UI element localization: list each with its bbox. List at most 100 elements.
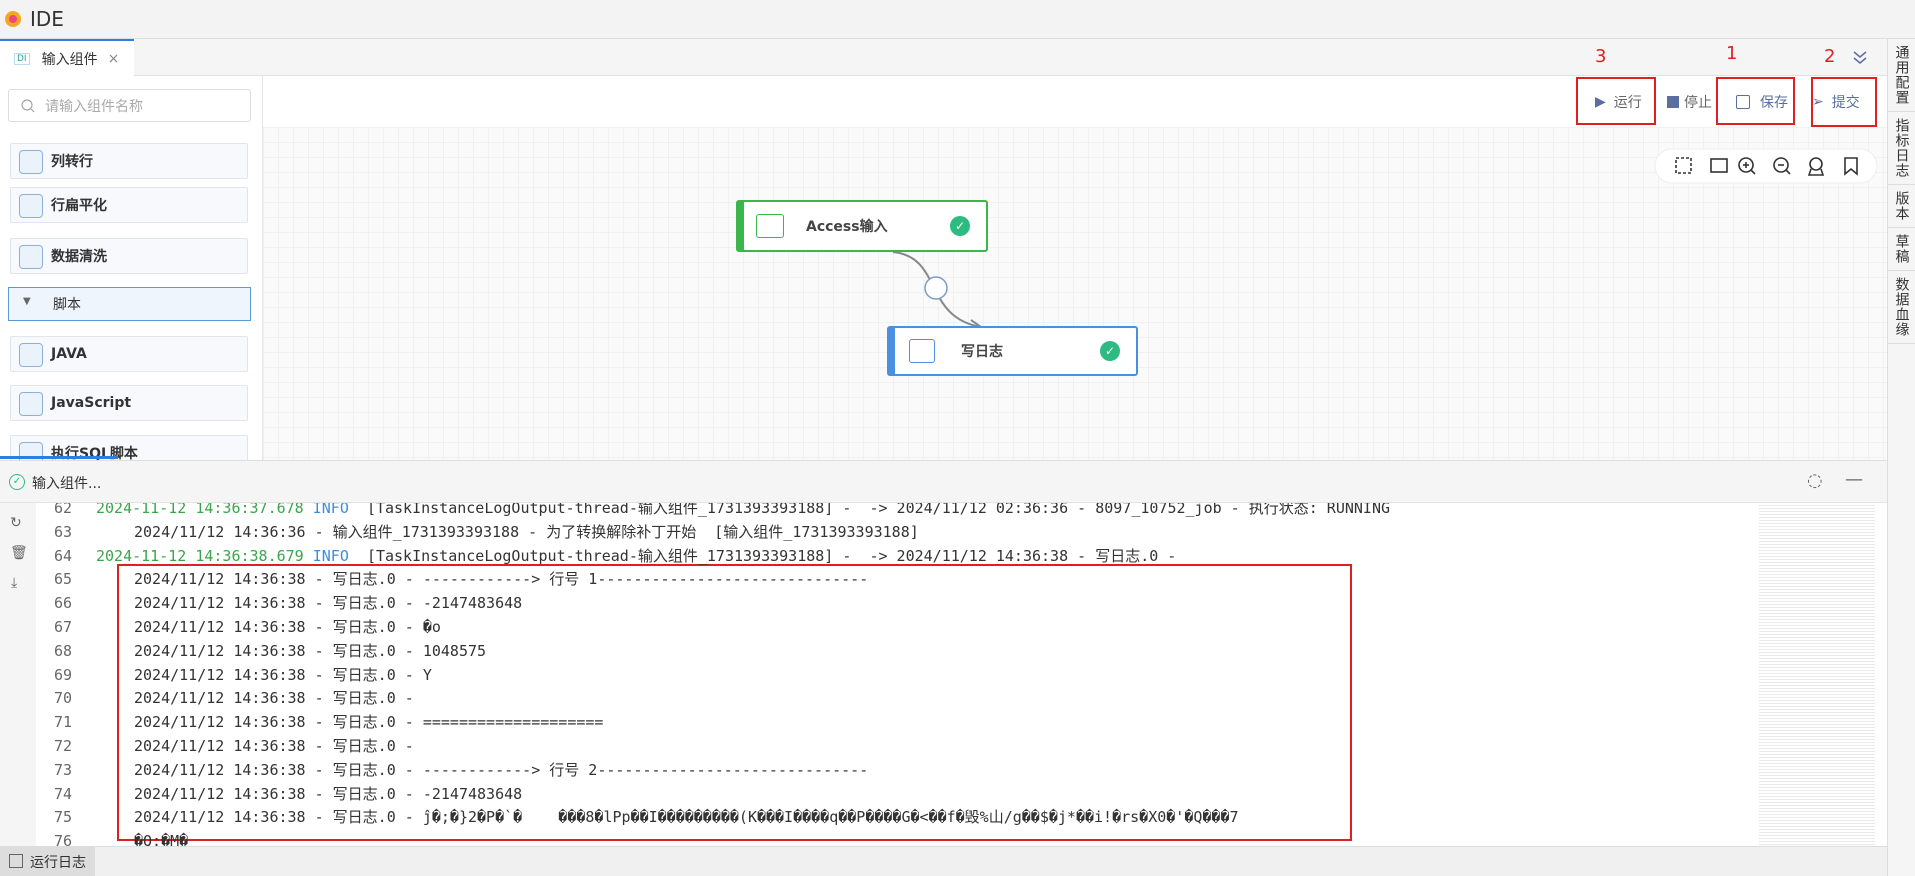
group-header[interactable]: ▼ 脚本 bbox=[8, 287, 251, 321]
title-bar: IDE bbox=[0, 0, 1915, 39]
component-item[interactable]: JavaScript bbox=[10, 385, 248, 421]
flow-node[interactable]: Access输入 ✓ bbox=[736, 200, 988, 252]
line-number: 68 bbox=[53, 641, 72, 660]
highlight-box bbox=[1576, 77, 1656, 125]
log-line: 2024-11-12 14:36:37.678 INFO [TaskInstan… bbox=[96, 503, 1390, 520]
annotation: 1 bbox=[1726, 43, 1738, 64]
minimize-button[interactable]: — bbox=[1845, 469, 1863, 490]
log-title: 输入组件... bbox=[32, 476, 102, 492]
component-item[interactable]: 列转行 bbox=[10, 143, 248, 179]
footer-tab[interactable]: 运行日志 bbox=[0, 847, 95, 876]
log-header: ✓ 输入组件... ◌ — bbox=[0, 460, 1887, 503]
item-label: JAVA bbox=[51, 346, 87, 362]
app-logo bbox=[5, 11, 21, 27]
log-line: 2024/11/12 14:36:38 - 写日志.0 - bbox=[134, 689, 414, 708]
log-text: [TaskInstanceLogOutput-thread-输入组件_17313… bbox=[366, 546, 1177, 565]
highlight-box bbox=[1811, 77, 1877, 127]
flow-canvas bbox=[263, 127, 1887, 460]
item-label: 数据清洗 bbox=[51, 249, 107, 265]
search-box[interactable]: 请输入组件名称 bbox=[8, 89, 251, 122]
group-label: 脚本 bbox=[53, 297, 81, 313]
item-label: 行扁平化 bbox=[51, 198, 107, 214]
side-tab[interactable]: 通用配置 bbox=[1888, 39, 1915, 112]
zoom-icons[interactable] bbox=[1675, 157, 1858, 176]
log-status: ✓ bbox=[9, 474, 25, 490]
edge-handle[interactable] bbox=[924, 276, 948, 300]
item-label: 列转行 bbox=[51, 154, 93, 170]
search-placeholder: 请输入组件名称 bbox=[45, 98, 143, 115]
line-number: 62 bbox=[53, 503, 72, 517]
reload-icon[interactable]: ↻ bbox=[10, 515, 22, 531]
tab-bar: DI 输入组件 × bbox=[0, 39, 1887, 76]
side-tab[interactable]: 指标日志 bbox=[1888, 112, 1915, 185]
footer: 运行日志 bbox=[0, 846, 1887, 876]
save-button[interactable]: 保存 bbox=[1736, 76, 1788, 127]
log-line: 2024/11/12 14:36:38 - 写日志.0 - bbox=[134, 737, 414, 755]
item-label: JavaScript bbox=[51, 395, 132, 411]
footer-icon bbox=[9, 854, 23, 868]
component-item[interactable]: 数据清洗 bbox=[10, 238, 248, 274]
stop-label: 停止 bbox=[1684, 94, 1712, 111]
minimap bbox=[1759, 503, 1875, 846]
submit-button[interactable]: ➢ 提交 bbox=[1812, 93, 1860, 111]
log-line: 2024/11/12 14:36:38 - 写日志.0 - ==========… bbox=[134, 713, 604, 732]
highlight-box bbox=[1716, 77, 1795, 125]
side-tab[interactable]: 数据血缘 bbox=[1888, 271, 1915, 344]
node-label: Access输入 bbox=[806, 219, 888, 235]
line-number: 63 bbox=[53, 522, 72, 541]
zoom-toolbar bbox=[1654, 148, 1878, 184]
line-number: 71 bbox=[53, 713, 72, 732]
download-icon[interactable]: ⤓ bbox=[11, 575, 18, 591]
log-line: 2024/11/12 14:36:36 - 输入组件_1731393393188… bbox=[134, 522, 919, 541]
stop-button[interactable]: 停止 bbox=[1667, 76, 1712, 127]
footer-label: 运行日志 bbox=[30, 854, 86, 871]
submit-label: 提交 bbox=[1831, 94, 1860, 111]
tab-close[interactable]: × bbox=[107, 50, 120, 67]
annotation: 2 bbox=[1824, 46, 1836, 67]
node-status: ✓ bbox=[1100, 341, 1120, 361]
line-number: 73 bbox=[53, 760, 72, 779]
line-number: 75 bbox=[53, 808, 72, 827]
log-time: 2024-11-12 14:36:38.679 bbox=[96, 546, 304, 565]
refresh-button[interactable]: ◌ bbox=[1807, 470, 1823, 491]
line-number: 72 bbox=[53, 737, 72, 755]
component-sidebar: 请输入组件名称 列转行 行扁平化 数据清洗 ▼ 脚本 JAVA JavaScri… bbox=[0, 76, 263, 460]
log-line: 2024/11/12 14:36:38 - 写日志.0 - �o bbox=[134, 618, 441, 636]
log-line: 2024/11/12 14:36:38 - 写日志.0 - ĵ�;�}2�P�`… bbox=[134, 808, 1239, 827]
node-label: 写日志 bbox=[961, 344, 1003, 360]
log-line: 2024/11/12 14:36:38 - 写日志.0 - Y bbox=[134, 665, 432, 684]
side-tab[interactable]: 草稿 bbox=[1888, 228, 1915, 271]
run-label: 运行 bbox=[1613, 94, 1642, 111]
log-side-tools: ↻ 🗑 ⤓ bbox=[0, 503, 36, 846]
log-line: 2024/11/12 14:36:38 - 写日志.0 - -214748364… bbox=[134, 784, 523, 803]
right-tabs: 通用配置 指标日志 版本 草稿 数据血缘 bbox=[1887, 39, 1915, 876]
log-text: [TaskInstanceLogOutput-thread-输入组件_17313… bbox=[366, 503, 1391, 517]
app-title: IDE bbox=[30, 7, 64, 31]
scroll-indicator bbox=[0, 456, 118, 459]
line-number: 66 bbox=[53, 594, 72, 613]
collapse-icon[interactable] bbox=[1852, 49, 1868, 65]
line-number: 67 bbox=[53, 618, 72, 636]
log-line: 2024/11/12 14:36:38 - 写日志.0 - -214748364… bbox=[134, 594, 523, 613]
run-button[interactable]: ▶ 运行 bbox=[1595, 93, 1642, 111]
side-tab[interactable]: 版本 bbox=[1888, 185, 1915, 228]
line-number: 76 bbox=[53, 832, 72, 846]
log-level: INFO bbox=[312, 503, 349, 517]
line-number: 64 bbox=[53, 546, 72, 565]
line-number: 70 bbox=[53, 689, 72, 708]
editor-tab[interactable]: DI 输入组件 × bbox=[0, 39, 134, 76]
line-number: 74 bbox=[53, 784, 72, 803]
component-item[interactable]: 行扁平化 bbox=[10, 187, 248, 223]
clear-icon[interactable]: 🗑 bbox=[10, 545, 28, 561]
log-line: 2024-11-12 14:36:38.679 INFO [TaskInstan… bbox=[96, 544, 1176, 568]
log-area: ↻ 🗑 ⤓ 62 2024-11-12 14:36:37.678 INFO [Ta… bbox=[0, 503, 1887, 846]
component-item[interactable]: JAVA bbox=[10, 336, 248, 372]
highlight-box bbox=[117, 564, 1352, 841]
log-time: 2024-11-12 14:36:37.678 bbox=[96, 503, 304, 517]
node-icon bbox=[756, 214, 784, 238]
search-icon bbox=[21, 99, 35, 113]
log-level: INFO bbox=[312, 546, 349, 565]
flow-node[interactable]: 写日志 ✓ bbox=[887, 326, 1138, 376]
tab-icon: DI bbox=[14, 52, 30, 65]
